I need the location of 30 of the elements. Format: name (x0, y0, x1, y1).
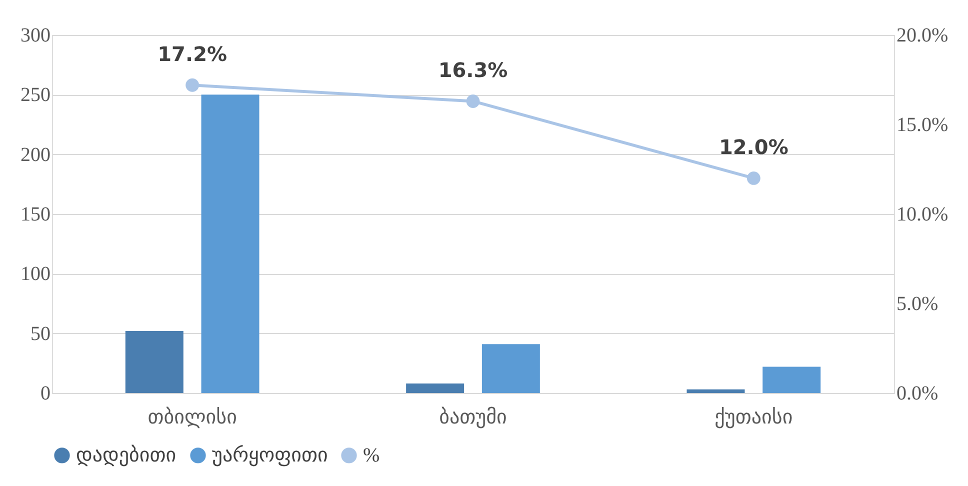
x-tick-label: თბილისი (148, 406, 237, 428)
bar (201, 94, 260, 393)
bar (482, 344, 540, 393)
data-label: 12.0% (718, 135, 788, 160)
y-tick-label: 100 (20, 263, 50, 286)
point (466, 94, 480, 108)
legend-label: % (363, 444, 380, 466)
y-tick-label: 50 (30, 322, 50, 345)
legend-label: უარყოფითი (212, 444, 328, 466)
x-tick-label: ბათუმი (439, 406, 507, 428)
bar (125, 330, 184, 393)
y2-tick-label: 0.0% (896, 382, 938, 404)
y2-tick-label: 15.0% (896, 114, 948, 136)
y-tick-label: 300 (20, 24, 50, 46)
bar (762, 366, 821, 393)
point (186, 78, 200, 92)
data-label: 17.2% (158, 42, 228, 66)
bar (406, 383, 464, 393)
x-tick-label: ქუთაისი (714, 406, 793, 428)
y2-tick-label: 20.0% (896, 24, 948, 46)
bar (686, 389, 745, 393)
y2-tick-label: 5.0% (896, 293, 938, 315)
data-label: 16.3% (438, 58, 508, 82)
point (746, 172, 760, 185)
y-tick-label: 0 (40, 382, 50, 404)
y-tick-label: 200 (20, 144, 50, 166)
y-tick-label: 250 (20, 84, 50, 106)
y2-tick-label: 10.0% (896, 204, 948, 226)
legend-label: დადებითი (76, 444, 176, 466)
y-tick-label: 150 (20, 204, 50, 226)
